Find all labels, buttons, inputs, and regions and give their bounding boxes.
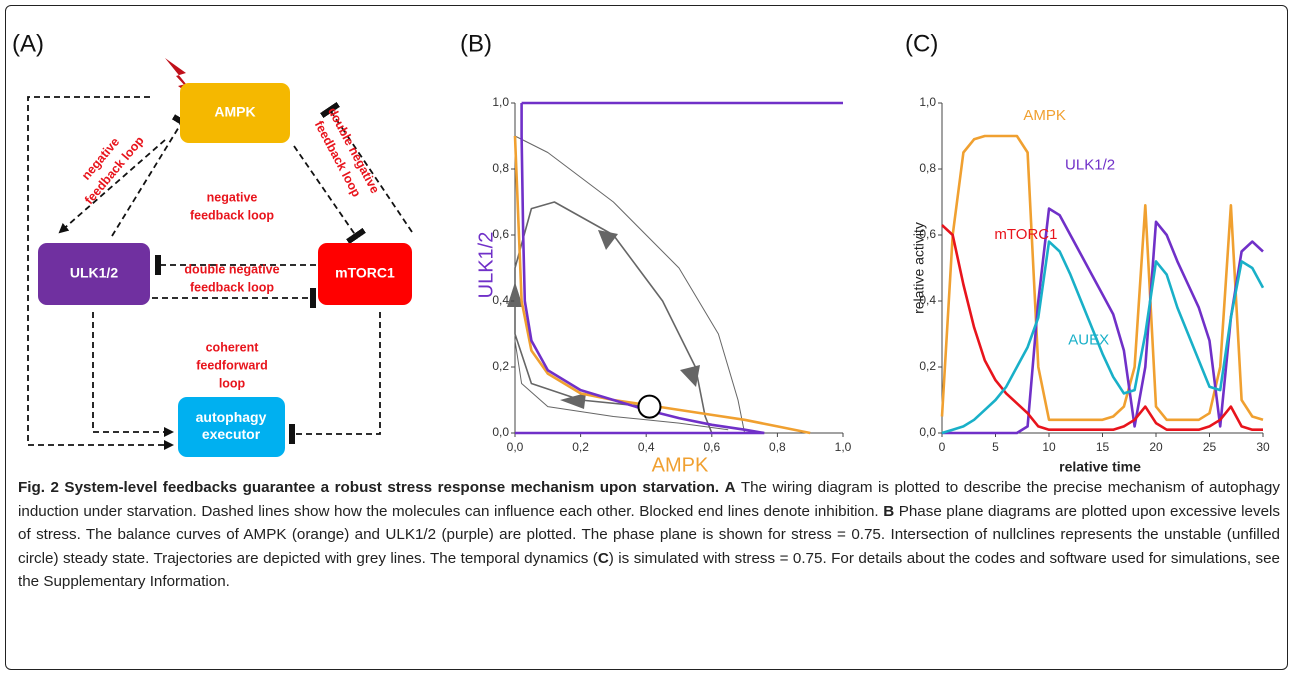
- x-tick-label: 25: [1203, 440, 1217, 454]
- node-label: ULK1/2: [70, 265, 118, 281]
- series-line: [513, 135, 811, 435]
- edge-label-line: coherent: [206, 340, 260, 354]
- y-axis-label: ULK1/2: [475, 232, 497, 299]
- x-axis-label: relative time: [1059, 459, 1141, 475]
- caption-part: C: [597, 549, 609, 567]
- x-tick-label: 0,4: [638, 440, 655, 454]
- x-tick-label: 20: [1149, 440, 1163, 454]
- caption-part: The wiring diagram is plotted to describ…: [18, 479, 1280, 520]
- edge: [92, 312, 174, 437]
- edge: [320, 101, 413, 233]
- node-label: AMPK: [214, 104, 255, 120]
- y-tick-label: 0,4: [919, 293, 936, 307]
- edge-label: coherent feedforward loop: [196, 340, 268, 390]
- edge-label-line: feedforward: [196, 358, 268, 372]
- edge-label-line: negative: [207, 190, 258, 204]
- x-tick-label: 0,6: [703, 440, 720, 454]
- x-tick-label: 0,0: [507, 440, 524, 454]
- caption-part: A: [724, 479, 736, 496]
- node-box: [38, 243, 150, 305]
- y-tick-label: 1,0: [919, 95, 936, 109]
- y-tick-label: 0,2: [919, 359, 936, 373]
- panel-label: (A): [12, 30, 44, 57]
- node-box: [318, 243, 412, 305]
- y-tick-label: 0,0: [919, 425, 936, 439]
- edge-label: double negative feedback loop: [184, 262, 279, 294]
- series-line: [515, 101, 843, 435]
- panel-label: (C): [905, 30, 938, 57]
- x-tick-label: 5: [992, 440, 999, 454]
- steady-state: [637, 394, 662, 419]
- edge: [289, 312, 381, 444]
- x-axis-label: AMPK: [652, 454, 709, 476]
- caption-part: B: [883, 502, 895, 520]
- series-line: [942, 207, 1264, 435]
- series-label: AUEX: [1068, 332, 1109, 349]
- edge-label-line: loop: [219, 376, 246, 390]
- y-tick-label: 0,6: [919, 227, 936, 241]
- x-tick-label: 15: [1096, 440, 1110, 454]
- y-tick-label: 0,8: [919, 161, 936, 175]
- edge-label: negative feedback loop: [190, 190, 274, 222]
- edge: [293, 145, 366, 245]
- node-label: autophagy: [196, 409, 267, 425]
- x-tick-label: 30: [1256, 440, 1270, 454]
- series-label: ULK1/2: [1065, 157, 1115, 174]
- wiring-diagram: [27, 58, 413, 457]
- series-line: [514, 201, 713, 434]
- edge: [58, 139, 166, 234]
- edge-label-line: feedback loop: [190, 208, 274, 222]
- x-tick-label: 10: [1042, 440, 1056, 454]
- x-tick-label: 1,0: [835, 440, 852, 454]
- series-line: [941, 240, 1265, 435]
- x-tick-label: 0,2: [572, 440, 589, 454]
- series-label: AMPK: [1023, 107, 1066, 124]
- y-tick-label: 0,6: [492, 227, 509, 241]
- caption-part: Phase plane diagrams are plotted upon ex…: [18, 502, 1281, 567]
- stress-bolt: [165, 58, 198, 100]
- caption: Fig. 2 System-level feedbacks guarantee …: [18, 476, 1280, 594]
- figure: (A) (B) (C) AMPK ULK1/2 mTORC1 autophagyexe…: [12, 30, 1270, 476]
- edge: [111, 114, 193, 237]
- edge-label-line: feedback loop: [190, 280, 274, 294]
- series-line: [941, 224, 1263, 431]
- node-box: [178, 397, 285, 457]
- panel-label: (B): [460, 30, 492, 57]
- y-axis-label: relative activity: [911, 222, 927, 314]
- figure-frame: [5, 5, 1288, 670]
- trajectory-arrow: [598, 230, 618, 250]
- edge: [27, 96, 174, 450]
- series-line: [514, 340, 729, 431]
- series-label: mTORC1: [994, 226, 1057, 243]
- trajectory-arrow: [560, 393, 586, 409]
- y-tick-label: 0,4: [492, 293, 509, 307]
- y-tick-label: 0,2: [492, 359, 509, 373]
- y-tick-label: 1,0: [492, 95, 509, 109]
- trajectory-arrow: [680, 365, 700, 387]
- caption-title: Fig. 2 System-level feedbacks guarantee …: [18, 479, 720, 496]
- series-line: [940, 134, 1264, 422]
- caption-part: ) is simulated with stress = 0.75. For d…: [18, 549, 1280, 591]
- edge-label-line: double negative: [184, 262, 279, 276]
- x-tick-label: 0,8: [769, 440, 786, 454]
- caption-body: A The wiring diagram is plotted to descr…: [18, 479, 1280, 590]
- y-tick-label: 0,8: [492, 161, 509, 175]
- y-tick-label: 0,0: [492, 425, 509, 439]
- series-line: [514, 135, 746, 434]
- node-box: [180, 83, 290, 143]
- node-label: mTORC1: [335, 265, 395, 281]
- node-label: executor: [202, 426, 261, 442]
- x-tick-label: 0: [939, 440, 946, 454]
